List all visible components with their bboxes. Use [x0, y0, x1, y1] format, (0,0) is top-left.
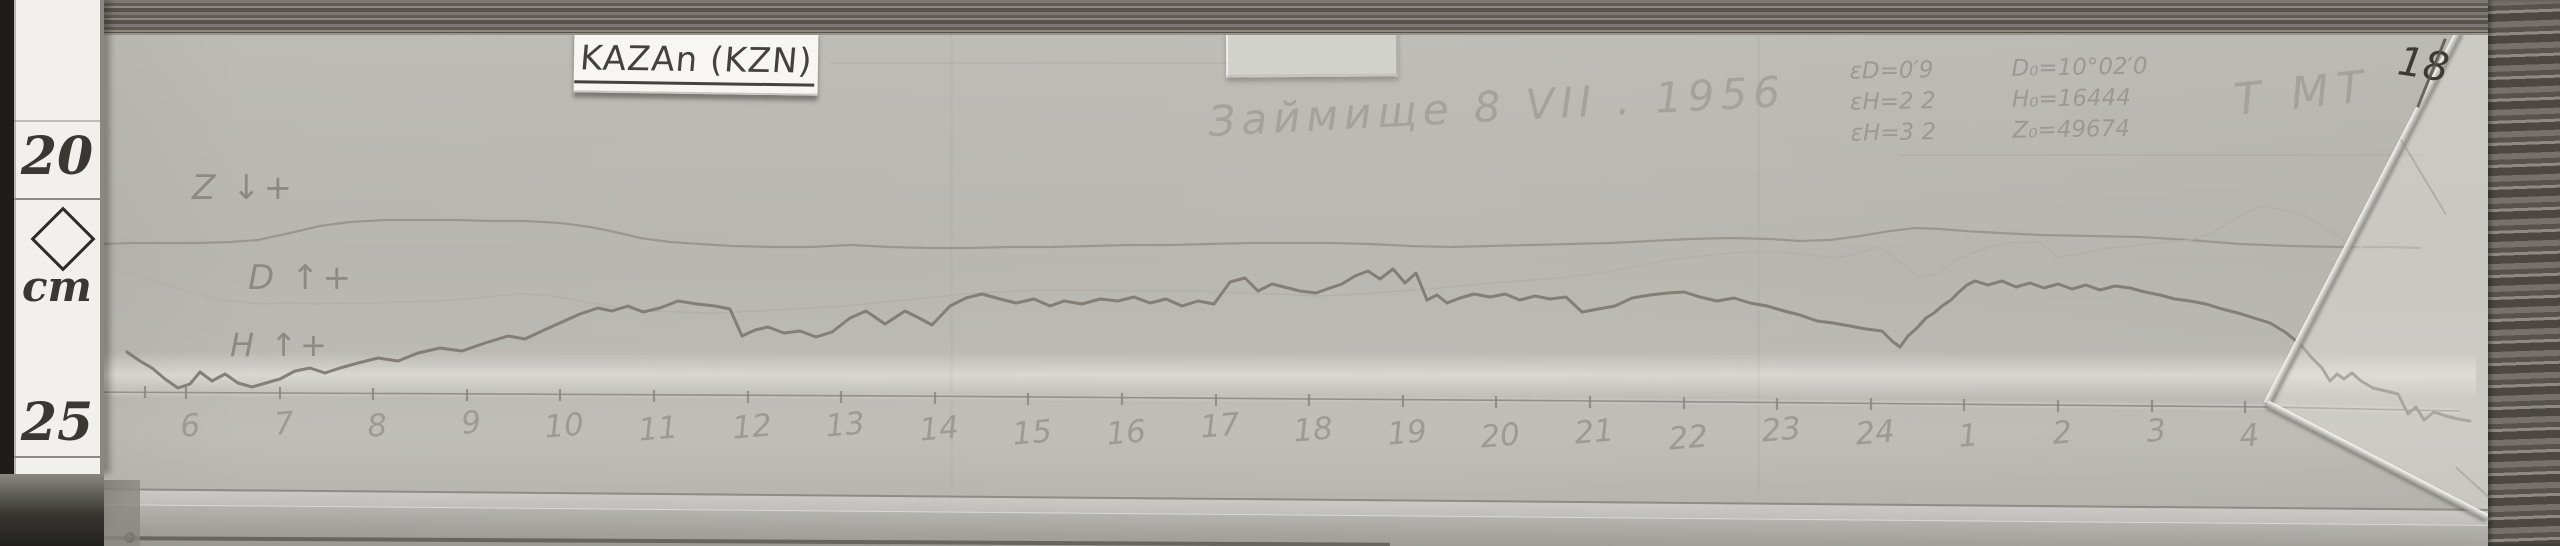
trace-label-d: D ↑+ [248, 258, 354, 298]
trace-d [139, 205, 2401, 314]
hour-label: 22 [1667, 418, 1709, 457]
station-label-slip: KAZAn (KZN) [573, 28, 819, 96]
hour-label: 12 [731, 407, 773, 446]
ruler-bottom-value: 25 [20, 392, 94, 453]
paper-highlight-band [96, 352, 2476, 398]
constant-value: D₀=10°02′0 [2011, 53, 2148, 82]
hour-label: 8 [366, 407, 389, 445]
ruler-division-line [14, 198, 100, 200]
station-label-text: KAZAn (KZN) [573, 37, 819, 87]
paper-crease [950, 32, 953, 492]
hour-label: 1 [1957, 417, 1980, 455]
photo-left-dark-edge [0, 0, 14, 546]
constant-value: H₀=16444 [2011, 84, 2132, 113]
ruler-top-value: 20 [20, 126, 94, 187]
ruler-division-line [14, 456, 100, 458]
calibration-constants: εD=0′9 D₀=10°02′0 εH=2 2 H₀=16444 εH=3 2… [1849, 51, 2149, 149]
hour-label: 14 [918, 409, 960, 448]
ruler-strip: 20 cm 25 [14, 0, 104, 474]
constant-value: εH=2 2 [1849, 88, 1936, 116]
wood-table-right-band [2488, 0, 2560, 546]
ruler-lower-shadow [0, 474, 104, 546]
hour-label: 18 [1292, 410, 1334, 449]
constant-value: εD=0′9 [1849, 57, 1934, 85]
constant-value: Z₀=49674 [2012, 115, 2131, 144]
axis-baseline [74, 391, 2461, 412]
paper-crease [830, 62, 1230, 64]
hour-label: 13 [824, 405, 866, 444]
hour-label: 10 [543, 406, 585, 445]
constants-row: εH=2 2 H₀=16444 [1850, 82, 2149, 118]
hour-label: 16 [1105, 413, 1147, 452]
hour-label: 21 [1573, 412, 1615, 451]
paper-crease [1757, 32, 1760, 492]
wood-table-top-band [76, 0, 2560, 35]
hour-label: 23 [1760, 410, 1802, 449]
trace-h [125, 267, 2472, 423]
hour-label: 20 [1479, 416, 1521, 455]
hour-label: 17 [1199, 406, 1242, 445]
glass-plate-overlay [2267, 30, 2497, 517]
ruler-unit-label: cm [21, 262, 92, 311]
hour-label: 4 [2238, 417, 2261, 455]
hour-label: 15 [1011, 413, 1053, 452]
ruler-division-line [14, 120, 100, 122]
trace-label-z: Z ↓+ [192, 168, 296, 208]
trace-label-h: H ↑+ [230, 326, 330, 364]
hour-label: 3 [2145, 412, 2168, 450]
hour-label: 7 [273, 405, 296, 443]
hour-label: 24 [1854, 413, 1896, 452]
axis-band [74, 389, 2461, 414]
hour-label: 6 [179, 407, 202, 445]
hour-label: 19 [1386, 413, 1428, 452]
hour-label: 9 [460, 404, 483, 442]
trace-z [101, 218, 2422, 250]
constant-value: εH=3 2 [1850, 119, 1937, 147]
constants-row: εH=3 2 Z₀=49674 [1850, 113, 2149, 149]
paper-crease [1900, 154, 2420, 156]
hour-label: 11 [637, 409, 679, 448]
hour-label: 2 [2051, 414, 2074, 452]
